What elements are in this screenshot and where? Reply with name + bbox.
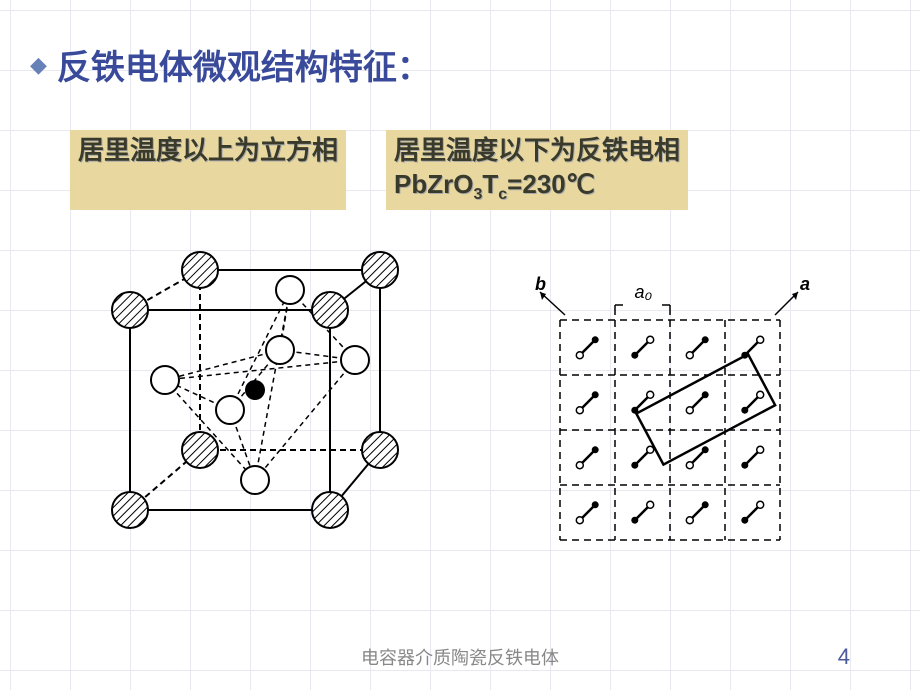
antiferroelectric-diagram: b a a₀: [520, 260, 880, 550]
subtitle-row: 居里温度以上为立方相 居里温度以下为反铁电相 PbZrO3Tc=230℃: [70, 130, 880, 210]
subtitle-left: 居里温度以上为立方相: [70, 130, 346, 210]
afe-svg: b a a₀: [520, 260, 880, 560]
svg-text:a₀: a₀: [635, 282, 653, 302]
subtitle-right-line1: 居里温度以下为反铁电相: [394, 135, 680, 165]
slide-title: 反铁电体微观结构特征：: [57, 40, 431, 89]
cubic-structure-diagram: [80, 260, 400, 550]
diagram-row: b a a₀: [80, 260, 880, 550]
cubic-svg: [80, 260, 420, 550]
svg-text:b: b: [535, 274, 546, 294]
page-number: 4: [838, 644, 850, 670]
bullet-icon: ◆: [30, 52, 47, 78]
svg-text:a: a: [800, 274, 810, 294]
footer-caption: 电容器介质陶瓷反铁电体: [0, 644, 920, 670]
slide-header: ◆ 反铁电体微观结构特征：: [30, 40, 431, 89]
formula: PbZrO3Tc=230℃: [394, 169, 595, 199]
subtitle-right: 居里温度以下为反铁电相 PbZrO3Tc=230℃: [386, 130, 688, 210]
